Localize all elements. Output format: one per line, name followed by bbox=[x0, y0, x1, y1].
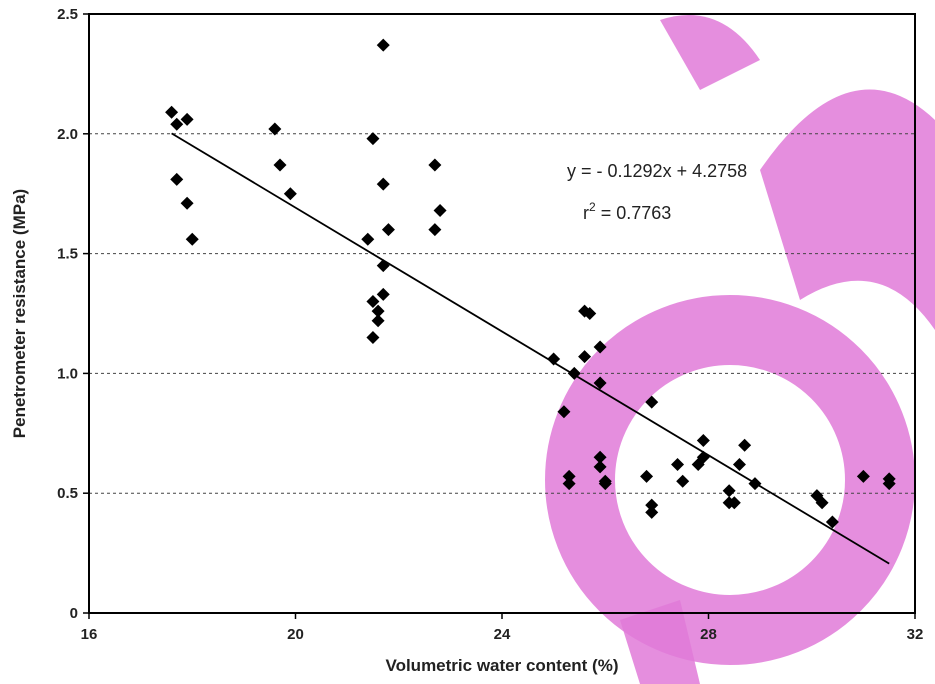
data-point bbox=[583, 307, 597, 320]
trendline bbox=[171, 132, 890, 565]
data-point bbox=[366, 330, 380, 344]
data-point bbox=[268, 122, 282, 136]
data-point bbox=[283, 187, 297, 201]
data-point bbox=[691, 457, 705, 471]
data-point bbox=[640, 469, 654, 483]
data-point bbox=[376, 287, 390, 301]
y-tick-label: 1.0 bbox=[57, 365, 78, 382]
data-point bbox=[433, 203, 447, 217]
y-tick-label: 1.5 bbox=[57, 246, 78, 263]
y-axis: 0 0.5 1.0 1.5 2.0 2.5 bbox=[57, 6, 89, 622]
x-tick-label: 16 bbox=[81, 626, 98, 643]
data-point bbox=[578, 350, 592, 364]
data-point bbox=[645, 395, 659, 409]
y-tick-label: 2.0 bbox=[57, 126, 78, 143]
regression-equation: y = - 0.1292x + 4.2758 bbox=[567, 161, 747, 181]
data-point bbox=[180, 196, 194, 210]
data-point bbox=[170, 117, 184, 131]
r2-prefix: r bbox=[583, 203, 589, 223]
data-point bbox=[727, 496, 741, 510]
data-point bbox=[732, 457, 746, 471]
y-tick-label: 0.5 bbox=[57, 485, 78, 502]
data-point bbox=[825, 515, 839, 529]
y-axis-title: Penetrometer resistance (MPa) bbox=[10, 189, 29, 438]
data-point bbox=[645, 505, 659, 519]
data-point bbox=[676, 474, 690, 488]
data-point bbox=[381, 223, 395, 237]
x-axis-title: Volumetric water content (%) bbox=[386, 656, 619, 675]
trendline-group bbox=[171, 132, 890, 565]
data-point bbox=[593, 376, 607, 390]
x-tick-label: 28 bbox=[700, 626, 717, 643]
data-point bbox=[273, 158, 287, 172]
data-point bbox=[598, 477, 612, 491]
x-tick-label: 24 bbox=[494, 626, 511, 643]
data-point bbox=[671, 457, 685, 471]
watermark bbox=[545, 15, 935, 684]
data-point bbox=[170, 172, 184, 186]
data-point bbox=[428, 158, 442, 172]
data-point bbox=[376, 259, 390, 273]
data-point bbox=[371, 314, 385, 328]
data-point bbox=[185, 232, 199, 246]
data-point bbox=[428, 223, 442, 237]
watermark-shape bbox=[760, 89, 935, 330]
r-squared-label: r2 = 0.7763 bbox=[583, 200, 671, 223]
data-point bbox=[748, 477, 762, 491]
data-point bbox=[882, 477, 896, 491]
x-tick-label: 32 bbox=[907, 626, 924, 643]
data-point bbox=[557, 405, 571, 419]
data-point bbox=[567, 366, 581, 380]
data-point bbox=[376, 38, 390, 52]
data-point bbox=[696, 433, 710, 447]
data-point bbox=[815, 496, 829, 510]
data-point bbox=[562, 469, 576, 483]
data-point bbox=[366, 295, 380, 309]
data-point bbox=[371, 304, 385, 318]
data-point bbox=[722, 484, 736, 498]
data-point bbox=[593, 460, 607, 474]
data-point bbox=[562, 477, 576, 491]
data-point bbox=[593, 450, 607, 464]
data-point bbox=[547, 352, 561, 366]
watermark-shape bbox=[620, 600, 700, 684]
y-tick-label: 2.5 bbox=[57, 6, 78, 23]
data-point bbox=[593, 340, 607, 354]
data-point bbox=[361, 232, 375, 246]
x-axis: 16 20 24 28 32 bbox=[81, 613, 924, 643]
data-point bbox=[165, 105, 179, 119]
data-point bbox=[366, 132, 380, 146]
r2-value: = 0.7763 bbox=[596, 203, 672, 223]
y-tick-label: 0 bbox=[70, 605, 78, 622]
data-points bbox=[165, 38, 896, 529]
data-point bbox=[856, 469, 870, 483]
watermark-ring bbox=[545, 295, 915, 665]
data-point bbox=[180, 112, 194, 126]
data-point bbox=[738, 438, 752, 452]
watermark-shape bbox=[660, 15, 760, 90]
x-tick-label: 20 bbox=[287, 626, 304, 643]
data-point bbox=[376, 177, 390, 191]
data-point bbox=[645, 498, 659, 512]
r2-superscript: 2 bbox=[589, 200, 596, 214]
